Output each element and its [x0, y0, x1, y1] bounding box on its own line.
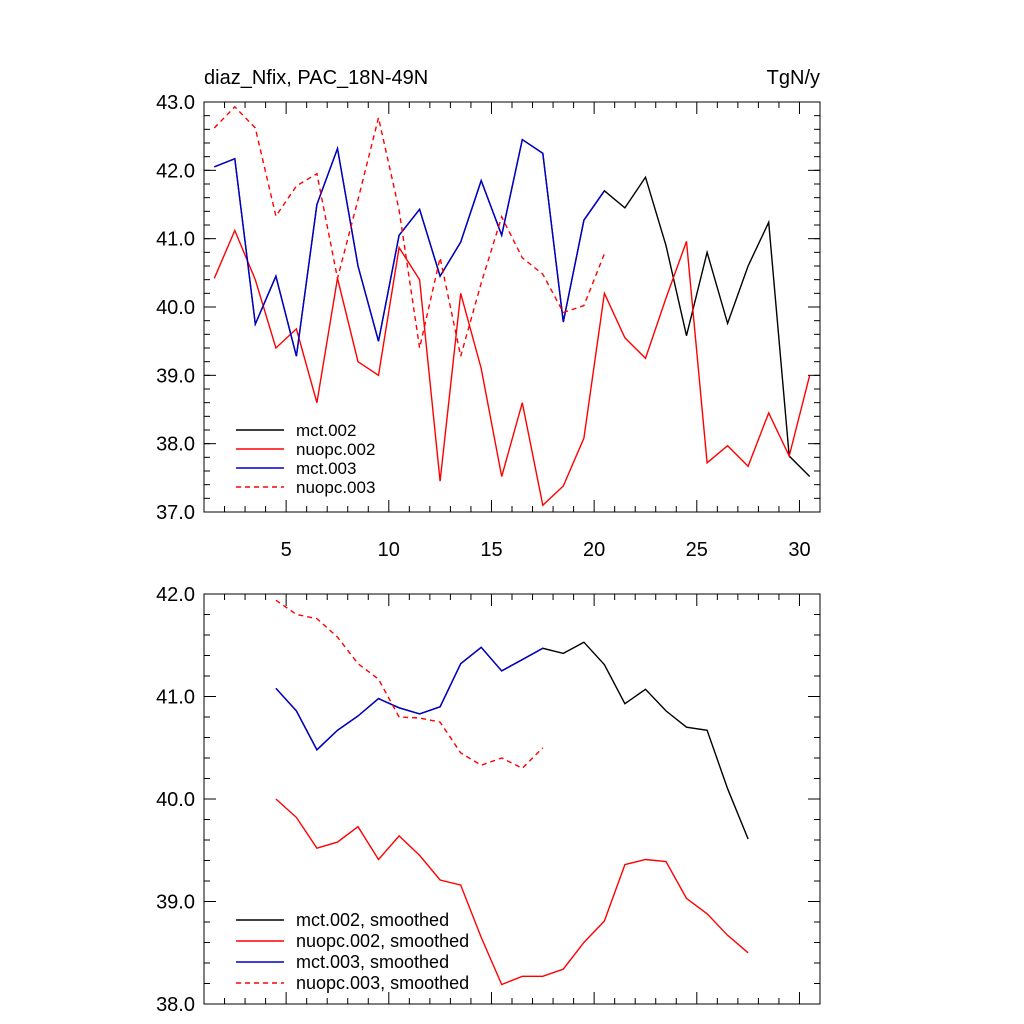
y-tick-label: 37.0 — [156, 502, 195, 524]
legend-label: mct.003, smoothed — [296, 952, 449, 972]
legend-label: nuopc.003 — [296, 478, 375, 497]
series-line-nuopc-003 — [213, 105, 606, 357]
y-tick-label: 42.0 — [156, 584, 195, 606]
y-tick-label: 40.0 — [156, 789, 195, 811]
chart-title-units: TgN/y — [767, 67, 820, 89]
series-line-mct-003-smoothed — [275, 646, 544, 751]
y-tick-label: 38.0 — [156, 994, 195, 1016]
y-tick-label: 38.0 — [156, 434, 195, 456]
x-tick-label: 5 — [281, 539, 292, 561]
legend-label: nuopc.003, smoothed — [296, 973, 469, 993]
top-panel: 37.0 38.0 39.0 40.0 41.0 42.0 43.0 5 10 15 20 25 30 m… — [156, 92, 821, 561]
x-tick-label: 20 — [583, 539, 605, 561]
legend-label: mct.002, smoothed — [296, 910, 449, 930]
y-tick-label: 40.0 — [156, 297, 195, 319]
series-line-mct-003 — [214, 138, 605, 357]
x-tick-label: 15 — [480, 539, 502, 561]
y-tick-label: 39.0 — [156, 365, 195, 387]
y-tick-label: 39.0 — [156, 892, 195, 914]
series-line-nuopc-002-smoothed — [275, 798, 749, 986]
x-tick-label: 10 — [378, 539, 400, 561]
y-tick-label: 41.0 — [156, 229, 195, 251]
chart-title-left: diaz_Nfix, PAC_18N-49N — [204, 67, 428, 89]
legend-label: nuopc.002 — [296, 440, 375, 459]
x-tick-label: 25 — [686, 539, 708, 561]
y-tick-label: 42.0 — [156, 160, 195, 182]
legend-label: mct.003 — [296, 459, 356, 478]
series-line-nuopc-002 — [213, 228, 811, 507]
y-tick-label: 43.0 — [156, 92, 195, 114]
y-tick-label: 41.0 — [156, 687, 195, 709]
legend-label: mct.002 — [296, 421, 356, 440]
x-tick-label: 30 — [788, 539, 810, 561]
legend-label: nuopc.002, smoothed — [296, 931, 469, 951]
